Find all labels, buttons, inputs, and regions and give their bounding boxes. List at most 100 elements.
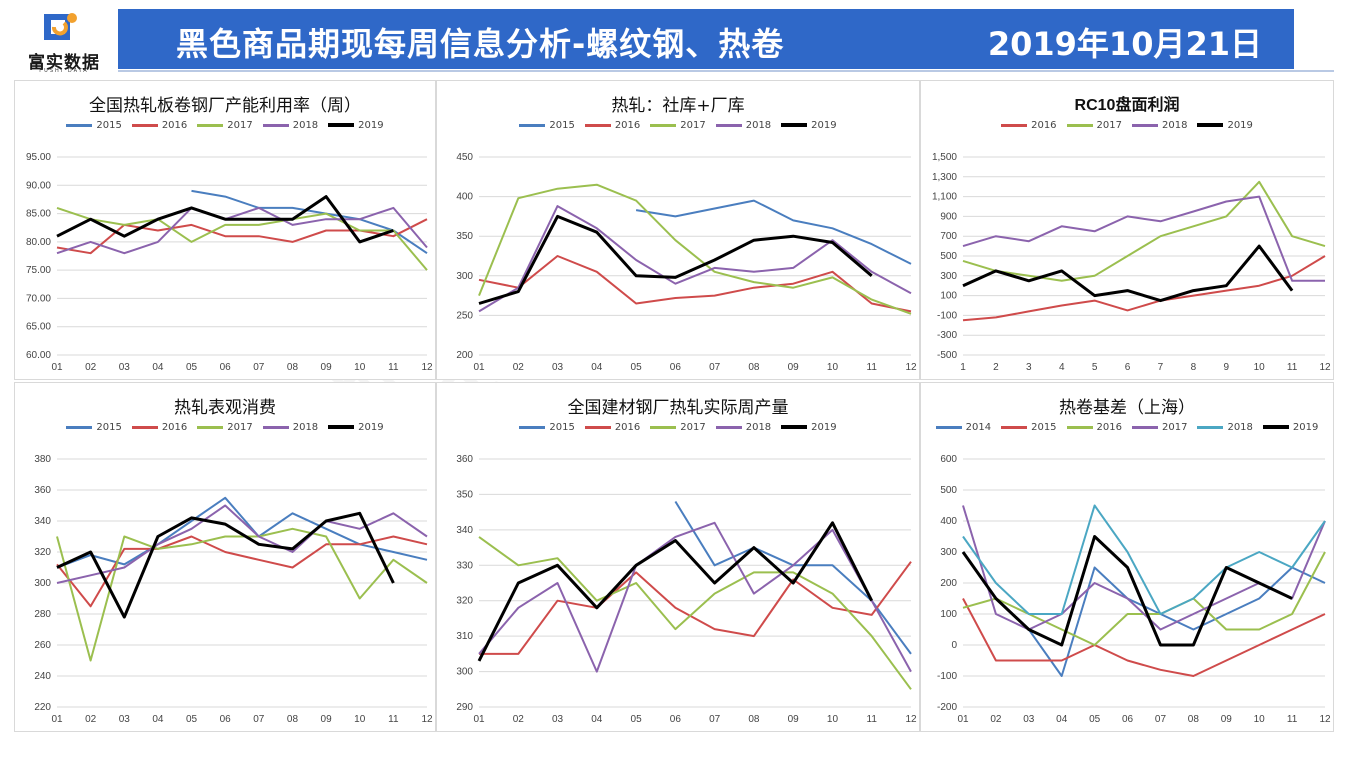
y-tick-label: 300 — [34, 578, 51, 589]
legend-item: 2017 — [1132, 422, 1187, 433]
x-tick-label: 06 — [670, 714, 682, 725]
x-tick-label: 01 — [473, 362, 485, 373]
chart-panel-basis: 热卷基差（上海） 2014 2015 2016 2017 2018 2019 600 500… — [920, 382, 1334, 732]
y-tick-label: 350 — [456, 489, 473, 500]
x-tick-label: 12 — [421, 362, 433, 373]
y-tick-label: 90.00 — [26, 180, 51, 191]
y-tick-label: 340 — [34, 516, 51, 527]
legend-label: 2017 — [1096, 120, 1122, 131]
x-tick-label: 02 — [513, 714, 525, 725]
y-tick-label: 60.00 — [26, 350, 51, 361]
legend-label: 2019 — [811, 120, 837, 131]
chart-legend: 2014 2015 2016 2017 2018 2019 — [921, 422, 1333, 433]
x-tick-label: 02 — [85, 714, 97, 725]
legend-label: 2019 — [1292, 422, 1319, 433]
legend-item: 2018 — [715, 120, 772, 131]
y-tick-label: 400 — [940, 516, 957, 527]
y-tick-label: 320 — [456, 596, 473, 607]
x-tick-label: 01 — [957, 714, 969, 725]
y-tick-label: 600 — [940, 454, 957, 465]
x-tick-label: 12 — [1319, 362, 1331, 373]
legend-swatch — [715, 425, 742, 429]
x-tick-label: 02 — [85, 362, 97, 373]
chart-svg: 1,500 1,300 1,100 900 700 500 300 100 -100 -300 -5… — [932, 152, 1331, 373]
chart-legend: 2015 2016 2017 2018 2019 — [437, 422, 919, 433]
x-tick-label: 07 — [709, 714, 721, 725]
chart-title: RC10盘面利润 — [1074, 97, 1180, 114]
y-tick-label: 350 — [456, 231, 473, 242]
series-line-2019 — [56, 195, 394, 244]
chart-title: 热轧：社库+厂库 — [611, 96, 745, 116]
y-tick-label: 330 — [456, 560, 473, 571]
x-tick-label: 06 — [1122, 714, 1134, 725]
x-tick-label: 06 — [220, 362, 232, 373]
legend-swatch — [1001, 123, 1028, 127]
legend-swatch — [935, 425, 962, 429]
legend-item: 2019 — [328, 422, 384, 433]
legend-swatch — [328, 123, 355, 127]
legend-label: 2015 — [96, 120, 122, 131]
series-line-2018 — [56, 206, 428, 255]
legend-label: 2018 — [292, 120, 319, 131]
x-tick-label: 10 — [1254, 362, 1266, 373]
series-line-2018 — [962, 195, 1325, 282]
report-date: 2019年10月21日 — [987, 25, 1262, 63]
x-tick-label: 11 — [388, 362, 399, 373]
x-tick-label: 11 — [1287, 362, 1298, 373]
legend-item: 2018 — [262, 422, 319, 433]
chart-title: 热卷基差（上海） — [1059, 398, 1195, 418]
y-tick-label: 1,500 — [932, 152, 957, 163]
chart-legend: 2016 2017 2018 2019 — [921, 120, 1333, 131]
x-tick-label: 11 — [388, 714, 399, 725]
legend-swatch — [66, 425, 93, 429]
y-tick-label: 240 — [34, 671, 51, 682]
x-tick-label: 02 — [513, 362, 525, 373]
x-tick-label: 10 — [827, 714, 839, 725]
x-tick-label: 07 — [1155, 714, 1167, 725]
x-tick-label: 6 — [1125, 362, 1131, 373]
legend-label: 2018 — [1162, 120, 1188, 131]
x-tick-label: 2 — [993, 362, 999, 373]
series-line-2015 — [191, 189, 428, 255]
x-tick-label: 03 — [1023, 714, 1035, 725]
y-tick-label: 100 — [940, 609, 957, 620]
legend-label: 2019 — [811, 422, 837, 433]
x-tick-label: 07 — [709, 362, 721, 373]
y-tick-label: 300 — [456, 667, 473, 678]
x-tick-label: 4 — [1059, 362, 1065, 373]
legend-label: 2014 — [965, 422, 992, 433]
x-tick-label: 08 — [287, 362, 299, 373]
legend-swatch — [262, 123, 289, 127]
x-tick-label: 8 — [1191, 362, 1197, 373]
x-tick-label: 07 — [253, 714, 265, 725]
legend-item: 2018 — [262, 120, 319, 131]
series-line-2016 — [962, 551, 1326, 646]
legend-item: 2015 — [1001, 422, 1057, 433]
chart-panel-capacity: 全国热轧板卷钢厂产能利用率（周） 2015 2016 2017 2018 2019 95… — [14, 80, 436, 380]
series-line-2019 — [56, 511, 395, 619]
legend-swatch — [1197, 123, 1224, 127]
legend-label: 2018 — [745, 120, 772, 131]
legend-label: 2015 — [549, 120, 575, 131]
legend-label: 2018 — [292, 422, 319, 433]
legend-label: 2017 — [680, 120, 706, 131]
y-tick-label: 280 — [34, 609, 51, 620]
chart-legend: 2015 2016 2017 2018 2019 — [15, 120, 435, 131]
legend-item: 2015 — [519, 422, 575, 433]
x-tick-label: 08 — [748, 362, 760, 373]
chart-svg: 95.00 90.00 85.00 80.00 75.00 70.00 65.00 60.00… — [26, 152, 433, 373]
legend-item: 2017 — [197, 120, 253, 131]
page-title: 黑色商品期现每周信息分析-螺纹钢、热卷 — [176, 25, 785, 63]
x-tick-label: 06 — [670, 362, 682, 373]
x-tick-label: 7 — [1158, 362, 1164, 373]
y-tick-label: -500 — [937, 350, 957, 361]
legend-swatch — [1066, 425, 1093, 429]
legend-label: 2018 — [745, 422, 772, 433]
x-tick-label: 03 — [552, 714, 564, 725]
y-tick-label: 70.00 — [26, 293, 51, 304]
y-tick-label: 450 — [456, 152, 473, 163]
chart-panel-profit: RC10盘面利润 2016 2017 2018 2019 1,500 1,300 1,10… — [920, 80, 1334, 380]
x-tick-label: 08 — [287, 714, 299, 725]
y-tick-label: -100 — [937, 310, 957, 321]
